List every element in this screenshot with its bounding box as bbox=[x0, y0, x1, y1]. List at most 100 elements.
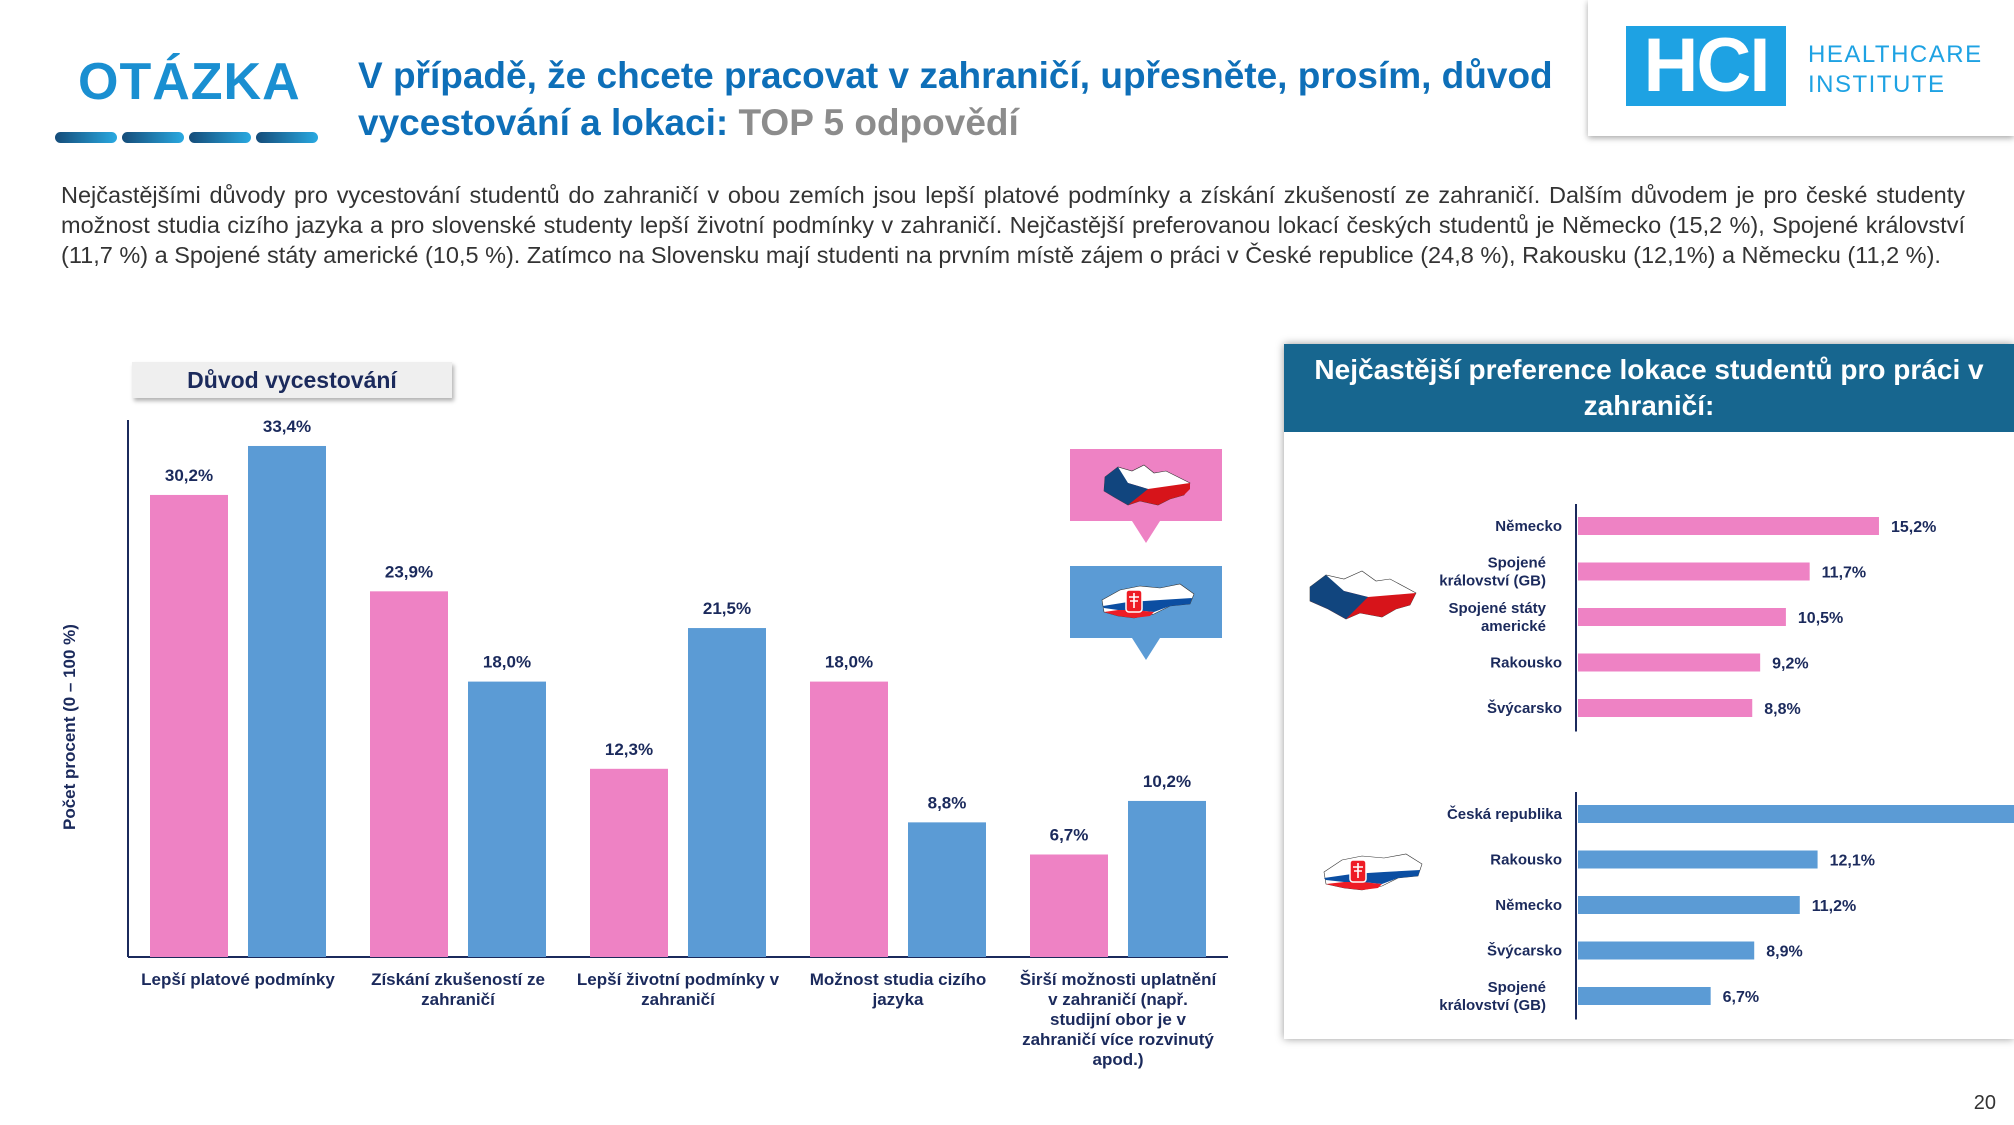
left-bar-chart: 30,2% 33,4% Lepší platové podmínky 23,9% 18,… bbox=[127, 417, 1228, 1069]
category-label-line: Česká republika bbox=[1447, 805, 1563, 823]
data-label: 6,7% bbox=[1050, 825, 1089, 844]
bar-cz bbox=[370, 591, 448, 957]
bar-sk bbox=[1578, 805, 2014, 823]
category-label-line: studijní obor je v bbox=[1050, 1010, 1187, 1029]
data-label: 30,2% bbox=[165, 466, 213, 485]
category-label-line: Švýcarsko bbox=[1487, 699, 1562, 717]
bar-sk bbox=[688, 628, 766, 957]
bar-sk bbox=[1578, 987, 1711, 1005]
category-label-line: jazyka bbox=[871, 990, 924, 1009]
bar-sk bbox=[468, 681, 546, 957]
category-label: Možnost studia cizího jazyka bbox=[810, 970, 987, 1009]
data-label: 8,8% bbox=[1764, 701, 1800, 718]
category-label-line: Získání zkušeností ze bbox=[371, 970, 545, 989]
bar-sk bbox=[248, 445, 326, 957]
page-title: V případě, že chcete pracovat v zahranič… bbox=[358, 52, 1558, 146]
category-label-line: v zahraničí (např. bbox=[1048, 990, 1188, 1009]
category-label-line: Německo bbox=[1495, 897, 1562, 914]
data-label: 6,7% bbox=[1723, 989, 1759, 1006]
category-label-line: zahraničí bbox=[641, 990, 716, 1009]
category-label-line: apod.) bbox=[1093, 1050, 1144, 1069]
category-label: Švýcarsko bbox=[1487, 942, 1562, 960]
logo: HCI HEALTHCARE INSTITUTE bbox=[1588, 0, 2014, 136]
data-label: 8,8% bbox=[928, 793, 967, 812]
legend-sk-card bbox=[1070, 566, 1222, 660]
data-label: 11,7% bbox=[1822, 565, 1866, 582]
logo-text: HEALTHCARE INSTITUTE bbox=[1808, 40, 1983, 100]
slovakia-map-flag-icon bbox=[1101, 583, 1195, 619]
decor-bar bbox=[122, 132, 184, 143]
data-label: 21,5% bbox=[703, 599, 751, 618]
left-chart-title: Důvod vycestování bbox=[132, 362, 452, 398]
title-main: V případě, že chcete pracovat v zahranič… bbox=[358, 55, 1553, 143]
bar-cz bbox=[1578, 608, 1786, 626]
bar-sk bbox=[1578, 850, 1818, 869]
panel-title: Nejčastější preference lokace studentů p… bbox=[1314, 354, 1984, 421]
logo-line2: INSTITUTE bbox=[1808, 71, 1946, 98]
category-label-line: Rakousko bbox=[1490, 655, 1562, 672]
data-label: 15,2% bbox=[1891, 519, 1936, 536]
category-label: Širší možnosti uplatnění v zahraničí (nap… bbox=[1020, 970, 1218, 1069]
bar-cz bbox=[1578, 517, 1879, 535]
decor-bar bbox=[189, 132, 251, 143]
category-label: Lepší životní podmínky v zahraničí bbox=[577, 970, 780, 1009]
title-suffix: TOP 5 odpovědí bbox=[738, 102, 1019, 143]
category-label-line: americké bbox=[1481, 618, 1546, 635]
category-label: Spojené království (GB) bbox=[1439, 979, 1546, 1014]
legend-cz-card bbox=[1070, 449, 1222, 543]
panel-header: Nejčastější preference lokace studentů p… bbox=[1284, 344, 2014, 432]
category-label-line: Německo bbox=[1495, 518, 1562, 535]
bar-sk bbox=[1578, 941, 1755, 960]
category-label-line: království (GB) bbox=[1439, 997, 1546, 1014]
legend-pointer bbox=[1132, 638, 1160, 660]
category-label: Rakousko bbox=[1490, 655, 1562, 672]
category-label: Německo bbox=[1495, 897, 1562, 914]
category-label-line: Spojené bbox=[1488, 555, 1546, 572]
intro-paragraph: Nejčastějšími důvody pro vycestování stu… bbox=[61, 182, 1965, 268]
category-label-line: Spojené státy bbox=[1448, 600, 1546, 617]
czech-map-flag-icon bbox=[1103, 464, 1191, 506]
data-label: 12,3% bbox=[605, 740, 653, 759]
data-label: 18,0% bbox=[825, 653, 873, 672]
category-label-line: Lepší platové podmínky bbox=[141, 970, 335, 989]
category-label: Česká republika bbox=[1447, 805, 1563, 823]
category-label-line: Rakousko bbox=[1490, 852, 1562, 869]
logo-line1: HEALTHCARE bbox=[1808, 41, 1983, 68]
data-label: 18,0% bbox=[483, 653, 531, 672]
bar-sk bbox=[908, 822, 986, 957]
category-label-line: zahraničí více rozvinutý bbox=[1022, 1030, 1214, 1049]
data-label: 23,9% bbox=[385, 562, 433, 581]
data-label: 9,2% bbox=[1772, 656, 1808, 673]
bar-cz bbox=[810, 681, 888, 957]
bar-cz bbox=[590, 768, 668, 957]
data-label: 33,4% bbox=[263, 417, 311, 436]
bar-sk bbox=[1128, 800, 1206, 957]
bar-cz bbox=[1030, 854, 1108, 957]
category-label-line: Spojené bbox=[1488, 979, 1546, 996]
decor-bar bbox=[256, 132, 318, 143]
logo-mark: HCI bbox=[1626, 26, 1786, 106]
bar-cz bbox=[150, 494, 228, 957]
bar-cz bbox=[1578, 562, 1810, 581]
page-number: 20 bbox=[1973, 1092, 1996, 1114]
category-label-line: Švýcarsko bbox=[1487, 942, 1562, 960]
location-preference-panel: Nejčastější preference lokace studentů p… bbox=[1284, 344, 2014, 1039]
category-label: Spojené státy americké bbox=[1448, 600, 1546, 635]
category-label: Rakousko bbox=[1490, 852, 1562, 869]
category-label-line: Možnost studia cizího bbox=[810, 970, 987, 989]
czech-map-flag-icon bbox=[1309, 570, 1417, 620]
category-label-line: království (GB) bbox=[1439, 573, 1546, 590]
data-label: 11,2% bbox=[1812, 898, 1856, 915]
legend-pointer bbox=[1132, 521, 1160, 543]
question-label: OTÁZKA bbox=[78, 53, 301, 111]
data-label: 10,5% bbox=[1798, 610, 1843, 627]
bar-sk bbox=[1578, 896, 1800, 914]
bar-cz bbox=[1578, 699, 1753, 717]
decor-bar bbox=[55, 132, 117, 143]
data-label: 8,9% bbox=[1766, 944, 1802, 961]
category-label: Lepší platové podmínky bbox=[141, 970, 335, 989]
data-label: 10,2% bbox=[1143, 772, 1191, 791]
data-label: 12,1% bbox=[1830, 853, 1875, 870]
category-label: Německo bbox=[1495, 518, 1562, 535]
